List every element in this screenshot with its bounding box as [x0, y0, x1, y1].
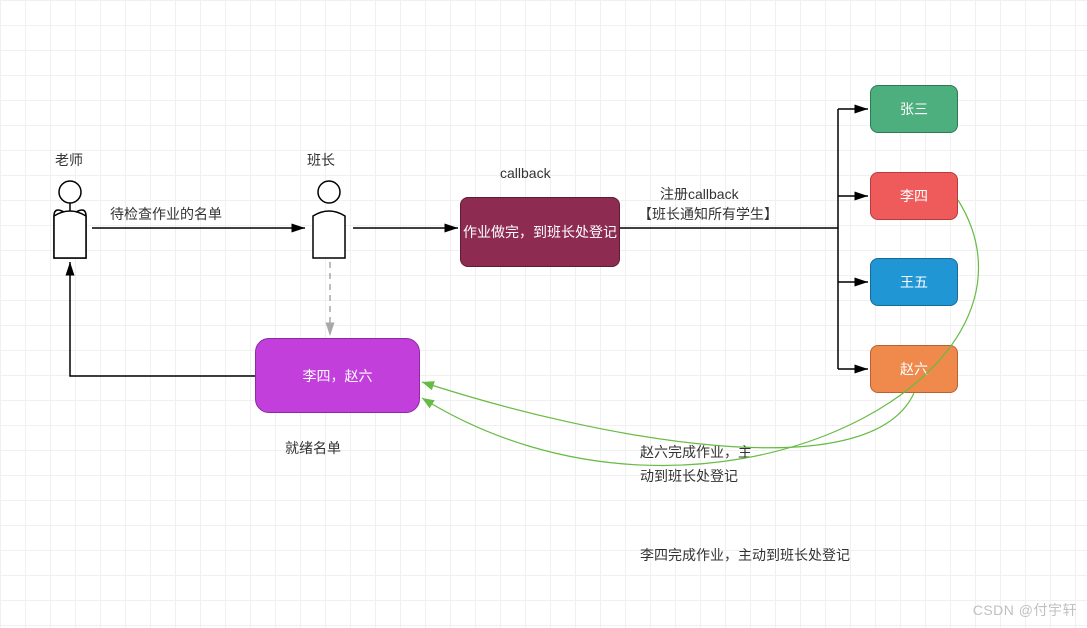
- watermark: CSDN @付宇轩: [973, 600, 1077, 620]
- register-callback-l2: 【班长通知所有学生】: [638, 204, 778, 224]
- student-zhangsan: 张三: [870, 85, 958, 133]
- student-zhaoliu-text: 赵六: [900, 359, 928, 379]
- student-wangwu: 王五: [870, 258, 958, 306]
- lisi-label: 李四完成作业，主动到班长处登记: [640, 545, 850, 565]
- ready-list-text: 李四，赵六: [303, 366, 373, 386]
- register-callback-l1: 注册callback: [660, 184, 739, 204]
- edge-readylist-teacher: [70, 262, 255, 376]
- edge-zhaoliu-readylist: [422, 382, 914, 448]
- callback-box-text: 作业做完，到班长处登记: [463, 222, 617, 242]
- callback-box: 作业做完，到班长处登记: [460, 197, 620, 267]
- student-zhangsan-text: 张三: [900, 99, 928, 119]
- student-zhaoliu: 赵六: [870, 345, 958, 393]
- edge-label-teacher-monitor: 待检查作业的名单: [110, 204, 222, 224]
- actor-monitor: [307, 176, 352, 266]
- actor-teacher: [48, 176, 93, 266]
- teacher-label: 老师: [55, 150, 83, 170]
- monitor-label: 班长: [307, 150, 335, 170]
- student-lisi-text: 李四: [900, 186, 928, 206]
- ready-list-box: 李四，赵六: [255, 338, 420, 413]
- zhaoliu-label-l2: 动到班长处登记: [640, 466, 738, 486]
- student-wangwu-text: 王五: [900, 272, 928, 292]
- zhaoliu-label-l1: 赵六完成作业，主: [640, 442, 752, 462]
- ready-caption: 就绪名单: [285, 438, 341, 458]
- student-lisi: 李四: [870, 172, 958, 220]
- callback-title: callback: [500, 165, 551, 181]
